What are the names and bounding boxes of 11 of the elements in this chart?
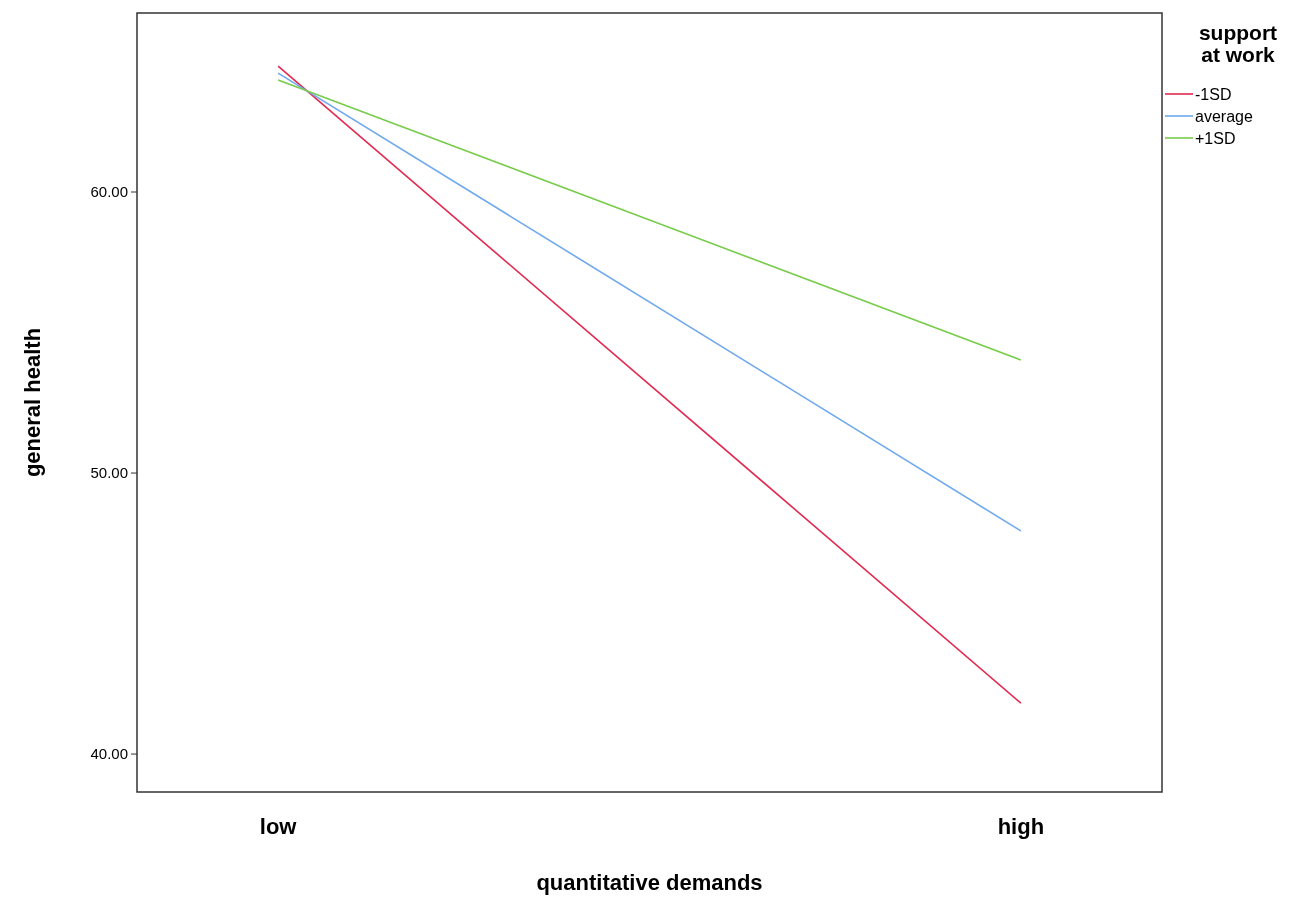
y-axis-title: general health <box>20 327 45 478</box>
y-tick-label: 60.00 <box>90 183 128 201</box>
x-axis-title: quantitative demands <box>536 870 763 895</box>
y-tick-label: 40.00 <box>90 745 128 763</box>
legend-label: average <box>1195 107 1253 125</box>
legend-label: +1SD <box>1195 129 1236 147</box>
y-tick-label: 50.00 <box>90 464 128 482</box>
x-tick-label: low <box>259 814 298 839</box>
legend-label: -1SD <box>1195 85 1232 103</box>
x-tick-label: high <box>997 814 1045 839</box>
legend-title: support at work <box>1198 21 1278 66</box>
